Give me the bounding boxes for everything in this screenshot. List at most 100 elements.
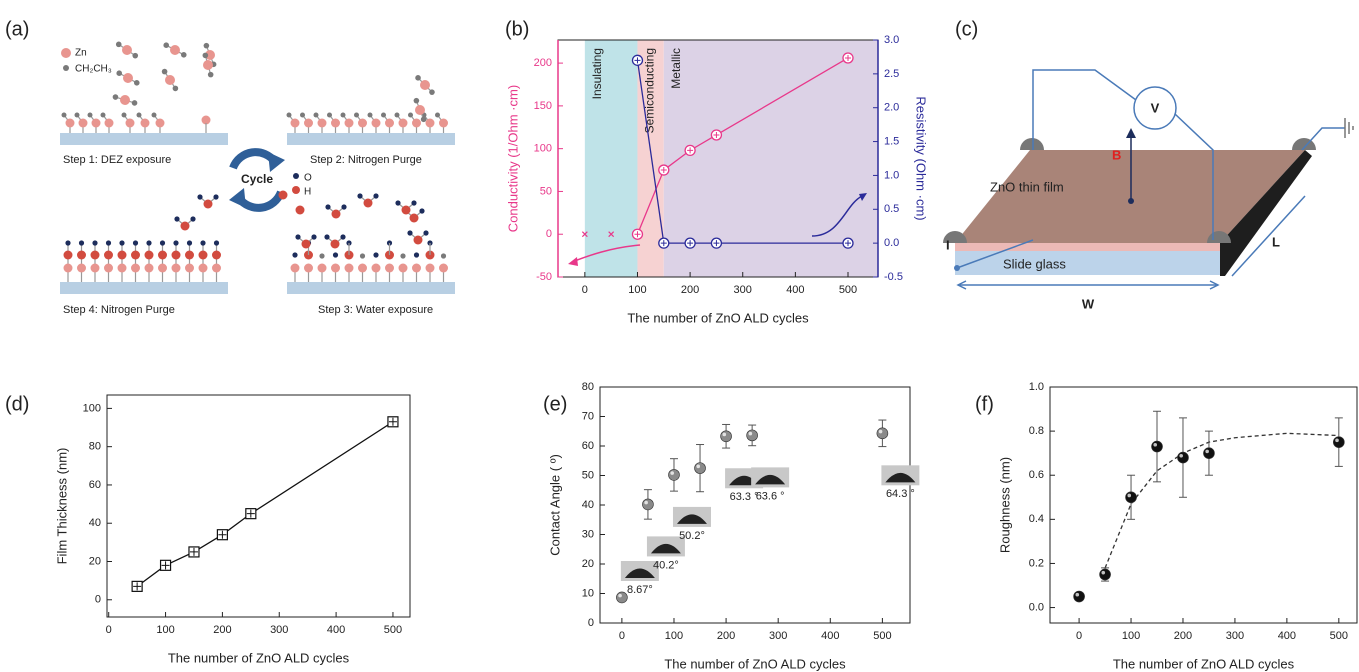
atom [358, 263, 367, 273]
marker-cross [687, 240, 694, 247]
x-axis-label: The number of ZnO ALD cycles [168, 650, 350, 665]
y-tick-label: 1.0 [1029, 381, 1044, 393]
panel-letter: (f) [975, 393, 994, 415]
contact [943, 231, 967, 243]
atom [429, 89, 435, 95]
width-label: W [1082, 296, 1095, 311]
substrate [287, 282, 455, 294]
atom [319, 253, 325, 259]
y-tick-label: 60 [89, 479, 101, 491]
plot-frame [106, 394, 411, 618]
atom [363, 198, 373, 208]
marker-cross [246, 509, 255, 518]
atom [401, 205, 411, 215]
x-tick-label: 500 [873, 630, 891, 642]
marker-shine [1075, 592, 1080, 597]
x-tick-label: 500 [839, 284, 857, 296]
legend-o [292, 186, 300, 194]
data-point [387, 416, 399, 428]
atom [119, 240, 125, 246]
x-tick-label: 0 [582, 284, 588, 296]
marker-ball [694, 462, 706, 474]
marker-ball [1177, 451, 1189, 464]
atom [331, 118, 340, 128]
y-tick-label: 100 [534, 143, 552, 155]
y-tick-label: 40 [582, 499, 594, 511]
marker-cross [161, 561, 170, 570]
marker-shine [722, 432, 727, 437]
atom [425, 118, 435, 128]
substrate [60, 282, 228, 294]
atom [331, 263, 340, 273]
atom [331, 209, 341, 219]
atom [136, 112, 142, 118]
atom [292, 252, 298, 258]
atom [180, 221, 190, 231]
atom [439, 263, 448, 273]
atom [212, 250, 221, 260]
y-axis-label: Film Thickness (nm) [54, 448, 69, 565]
terminal [954, 265, 960, 271]
data-point [642, 498, 654, 511]
atom [304, 118, 313, 128]
marker-x [608, 231, 615, 238]
x-tick-label: 500 [384, 624, 402, 636]
data-point [245, 508, 257, 520]
arrow-head [1126, 128, 1136, 138]
x-axis-label: The number of ZnO ALD cycles [1113, 656, 1295, 671]
y-tick-label: -50 [536, 271, 552, 283]
atom [171, 250, 181, 260]
data-point [1203, 447, 1215, 459]
atom [371, 118, 381, 128]
step-label: Step 3: Water exposure [318, 304, 433, 316]
molecules [61, 41, 448, 282]
x-tick-label: 400 [786, 284, 804, 296]
atom [301, 239, 311, 249]
y-tick-label: 0.8 [1029, 425, 1044, 437]
atom [398, 118, 408, 128]
atom [425, 263, 435, 273]
atom [419, 208, 425, 214]
marker-cross [189, 547, 198, 556]
data-point [131, 580, 143, 592]
y-tick-label: 80 [89, 441, 101, 453]
y2-tick-label: -0.5 [884, 271, 903, 283]
substrate [60, 133, 228, 145]
atom [290, 118, 300, 128]
series-line [136, 421, 394, 587]
x-tick-label: 300 [270, 624, 288, 636]
atom [213, 240, 220, 246]
atom [77, 250, 86, 260]
data-point [616, 591, 628, 604]
atom [373, 252, 379, 258]
x-tick-label: 200 [681, 284, 699, 296]
marker-shine [1335, 438, 1339, 443]
atom [159, 240, 166, 246]
film-edge [955, 243, 1220, 251]
atom [115, 41, 122, 48]
atom [357, 193, 363, 199]
atom [133, 79, 140, 86]
marker-cross [634, 57, 641, 64]
marker-ball [876, 427, 889, 440]
atom [395, 200, 401, 206]
atom [412, 118, 421, 128]
value-label: 40.2° [653, 559, 679, 571]
atom [63, 263, 73, 273]
y-tick-label: 0.4 [1029, 513, 1044, 525]
data-point [668, 469, 680, 481]
contact [1020, 138, 1044, 150]
panel-letter: (d) [5, 393, 29, 415]
atom [317, 118, 327, 128]
atom [213, 194, 219, 200]
value-label: 64.3 ° [886, 488, 915, 500]
atom [104, 118, 114, 128]
legend-label: CH₂CH₃ [75, 64, 112, 75]
step-label: Step 1: DEZ exposure [63, 154, 171, 166]
y-axis-label: Conductivity (1/Ohm ·cm) [505, 85, 520, 232]
film-label: ZnO thin film [990, 179, 1064, 194]
atom [324, 234, 330, 240]
region [663, 40, 878, 277]
atom [398, 263, 408, 273]
dimension-l [1231, 195, 1306, 277]
